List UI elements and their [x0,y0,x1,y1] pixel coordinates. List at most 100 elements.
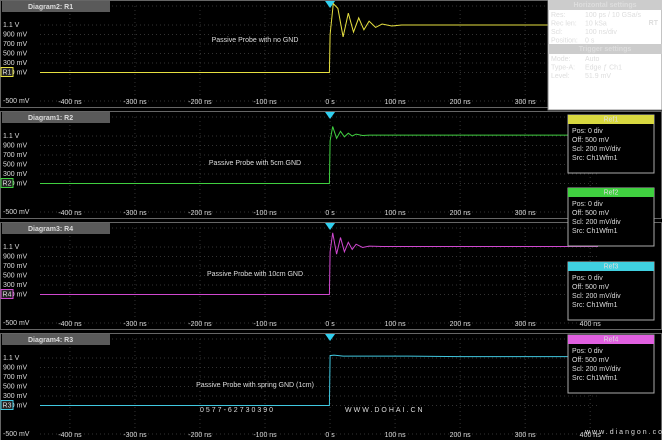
y-tick-label: 300 mV [3,60,27,67]
x-tick-label: -400 ns [58,432,82,439]
watermark: 0577-62730390 [200,407,275,414]
ref-name: Ref4 [604,336,619,343]
y-tick-label: 1.1 V [3,22,20,29]
annotation: Passive Probe with spring GND (1cm) [196,382,314,389]
y-tick-label: -500 mV [3,209,30,216]
x-tick-label: 300 ns [515,210,537,217]
diagram-title: Diagram2: R1 [28,4,73,11]
y-tick-label: 500 mV [3,383,27,390]
x-tick-label: 300 ns [515,321,537,328]
ref-name: Ref2 [604,189,619,196]
y-tick-label: 100 mV [3,180,27,187]
panel [0,222,662,330]
x-tick-label: -200 ns [188,99,212,106]
ref-row: Src: Ch1Wfm1 [572,375,618,382]
setting-value: 10 kSa [585,20,607,27]
panel [0,333,662,440]
x-tick-label: 200 ns [450,432,472,439]
ref-row: Off: 500 mV [572,210,610,217]
diagram-title: Diagram4: R3 [28,337,73,344]
setting-value: 51.9 mV [585,73,611,80]
y-tick-label: -500 mV [3,431,30,438]
ref-row: Off: 500 mV [572,357,610,364]
x-tick-label: -300 ns [123,210,147,217]
x-tick-label: 0 s [325,99,335,106]
y-tick-label: 100 mV [3,402,27,409]
y-tick-label: 700 mV [3,263,27,270]
channel-marker [0,178,14,188]
x-tick-label: -400 ns [58,321,82,328]
x-tick-label: 100 ns [385,99,407,106]
ref-header [568,335,654,344]
ref-row: Src: Ch1Wfm1 [572,155,618,162]
y-tick-label: 900 mV [3,364,27,371]
x-tick-label: -300 ns [123,321,147,328]
x-tick-label: 300 ns [515,99,537,106]
settings-panel [547,0,662,111]
x-tick-label: -400 ns [58,210,82,217]
ref-row: Src: Ch1Wfm1 [572,302,618,309]
diagram-title: Diagram3: R4 [28,226,73,233]
annotation: Passive Probe with 5cm GND [209,160,301,167]
ref-row: Off: 500 mV [572,137,610,144]
setting-label: Mode: [551,56,571,63]
y-tick-label: 300 mV [3,282,27,289]
y-tick-label: 300 mV [3,393,27,400]
channel-name: R4 [3,291,12,298]
ref-row: Scl: 200 mV/div [572,146,621,153]
x-tick-label: 300 ns [515,432,537,439]
x-tick-label: -300 ns [123,99,147,106]
setting-value: 100 ps / 10 GSa/s [585,12,642,19]
watermark: www.diangon.com [584,429,662,436]
y-tick-label: 100 mV [3,291,27,298]
y-tick-label: 500 mV [3,272,27,279]
trigger-marker [325,112,336,119]
y-tick-label: 300 mV [3,171,27,178]
ref-box [567,261,655,321]
channel-marker [0,400,14,410]
annotation: Passive Probe with no GND [212,37,299,44]
x-tick-label: 0 s [325,432,335,439]
y-tick-label: 700 mV [3,374,27,381]
setting-label: Scl: [551,29,563,36]
diagram-tab [2,1,110,12]
x-tick-label: -200 ns [188,321,212,328]
setting-label: Position: [551,37,578,44]
x-tick-label: 400 ns [580,321,602,328]
ref-box [567,114,655,174]
x-tick-label: -300 ns [123,432,147,439]
diagram-title: Diagram1: R2 [28,115,73,122]
y-tick-label: 1.1 V [3,244,20,251]
setting-value: Auto [585,56,600,63]
x-tick-label: -400 ns [58,99,82,106]
settings-title: Trigger settings [579,46,632,53]
trigger-marker [325,223,336,230]
settings-header [548,44,662,54]
x-tick-label: 200 ns [450,210,472,217]
x-tick-label: 100 ns [385,210,407,217]
y-tick-label: 700 mV [3,152,27,159]
y-tick-label: 500 mV [3,50,27,57]
channel-name: R2 [3,180,12,187]
y-tick-label: 700 mV [3,41,27,48]
setting-value: 0 s [585,37,595,44]
ref-header [568,262,654,271]
diagram-tab [2,223,110,234]
acq-mode: RT [649,20,659,27]
channel-marker [0,289,14,299]
trigger-marker [325,334,336,341]
channel-marker [0,67,14,77]
ref-box [567,187,655,247]
ref-row: Off: 500 mV [572,284,610,291]
y-tick-label: -500 mV [3,98,30,105]
panel [0,111,662,219]
y-tick-label: 900 mV [3,253,27,260]
setting-label: Rec len: [551,20,577,27]
y-tick-label: -500 mV [3,320,30,327]
x-tick-label: 400 ns [580,432,602,439]
x-tick-label: 200 ns [450,321,472,328]
ref-row: Scl: 200 mV/div [572,219,621,226]
y-tick-label: 1.1 V [3,355,20,362]
y-tick-label: 900 mV [3,31,27,38]
